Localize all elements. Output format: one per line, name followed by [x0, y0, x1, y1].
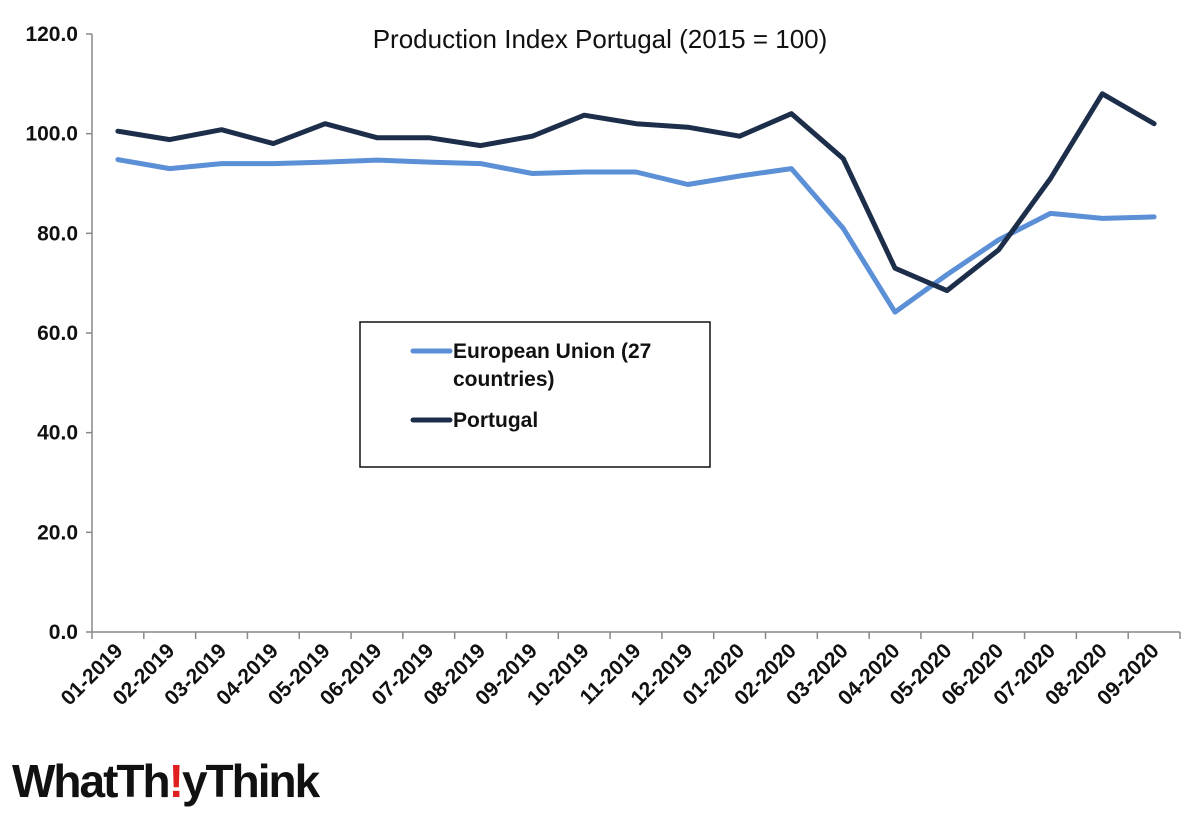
y-tick-label: 20.0 [37, 521, 78, 544]
legend-items: European Union (27 countries) Portugal [410, 340, 651, 432]
series-layer [115, 91, 1157, 315]
legend-label: Portugal [453, 409, 538, 432]
legend-box [359, 321, 711, 468]
y-tick-label: 100.0 [25, 123, 78, 146]
y-tick-label: 40.0 [37, 422, 78, 445]
y-tick-label: 0.0 [49, 621, 78, 644]
legend: European Union (27 countries) Portugal [359, 321, 711, 468]
chart-title: Production Index Portugal (2015 = 100) [373, 24, 828, 54]
y-tick-label: 120.0 [25, 23, 78, 46]
whattheythink-logo: WhatTh!yThink [12, 755, 323, 807]
y-tick-label: 60.0 [37, 322, 78, 345]
y-tick-label: 80.0 [37, 222, 78, 245]
series-line-european-union [115, 157, 1157, 315]
legend-label: European Union (27 [453, 340, 651, 363]
legend-label: countries) [453, 368, 555, 391]
series-line-portugal [115, 91, 1157, 294]
logo-text: WhatTh!yThink [12, 755, 321, 807]
